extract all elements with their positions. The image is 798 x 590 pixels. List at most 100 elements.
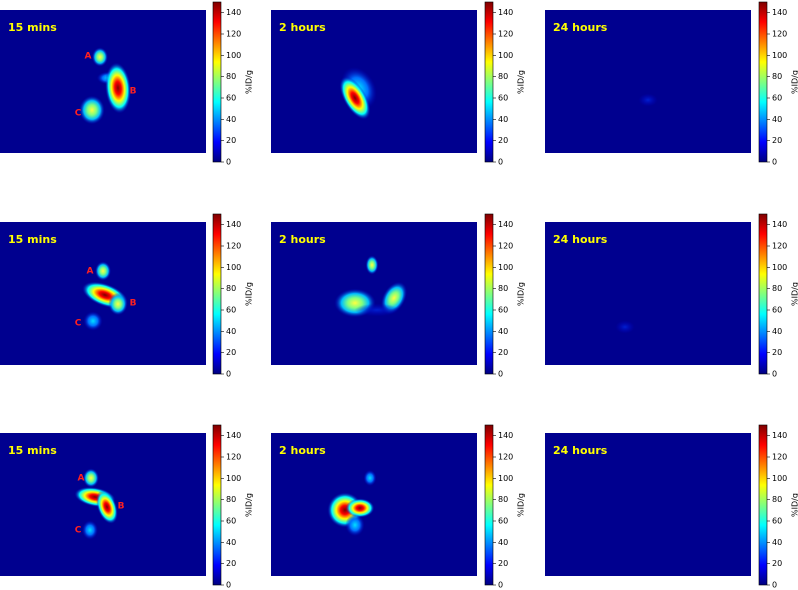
colorbar-tick-label: 80: [772, 495, 782, 504]
colorbar-tick-label: 0: [498, 370, 503, 379]
image-content: [339, 67, 377, 120]
colorbar-tick-label: 60: [226, 306, 236, 315]
colorbar-tick-label: 60: [226, 94, 236, 103]
colorbar-tick-label: 120: [772, 453, 787, 462]
colorbar-tick-label: 20: [498, 136, 508, 145]
colorbar-tick-label: 80: [226, 284, 236, 293]
colorbar-tick-label: 40: [772, 115, 782, 124]
colorbar-tick-label: 60: [498, 94, 508, 103]
panel: 15 mins A B C 0 20 40 60 80 100 120 140 %ID/g: [0, 424, 254, 590]
image-content: [638, 93, 658, 107]
colorbar-tick-label: 80: [772, 284, 782, 293]
colorbar-label: %ID/g: [517, 493, 526, 517]
colorbar: [758, 1, 768, 163]
panel: 2 hours 0 20 40 60 80 100 120 140 %ID/g: [271, 1, 526, 167]
colorbar-tick-label: 20: [772, 348, 782, 357]
uptake-spot: [83, 468, 99, 488]
time-label: 2 hours: [279, 233, 326, 246]
colorbar-tick-label: 20: [498, 559, 508, 568]
colorbar-tick-label: 120: [498, 242, 513, 251]
panel: 2 hours 0 20 40 60 80 100 120 140 %ID/g: [271, 213, 526, 379]
time-label: 24 hours: [553, 444, 608, 457]
image-content: [79, 47, 131, 125]
colorbar-tick-label: 60: [772, 306, 782, 315]
region-marker: C: [75, 526, 82, 536]
colorbar-label: %ID/g: [245, 70, 254, 94]
colorbar-tick-label: 80: [226, 495, 236, 504]
colorbar: [212, 213, 222, 375]
colorbar-tick-label: 100: [498, 51, 513, 60]
colorbar-tick-label: 20: [226, 559, 236, 568]
panel: 15 mins A B C 0 20 40 60 80 100 120 140 %ID/g: [0, 213, 254, 379]
time-label: 15 mins: [8, 21, 57, 34]
time-label: 2 hours: [279, 21, 326, 34]
uptake-spot: [105, 62, 131, 114]
image-content: [74, 468, 118, 540]
colorbar-tick-label: 60: [772, 517, 782, 526]
colorbar-tick-label: 60: [498, 517, 508, 526]
image-content: [615, 320, 635, 334]
colorbar: [484, 1, 494, 163]
region-marker: C: [75, 319, 82, 329]
colorbar-tick-label: 40: [226, 115, 236, 124]
panel: 24 hours 0 20 40 60 80 100 120 140 %ID/g: [545, 424, 798, 590]
colorbar-tick-label: 140: [772, 8, 787, 17]
panel: 24 hours 0 20 40 60 80 100 120 140 %ID/g: [545, 213, 798, 379]
colorbar-tick-label: 100: [498, 474, 513, 483]
uptake-spot: [354, 303, 400, 317]
colorbar-tick-label: 60: [498, 306, 508, 315]
time-label: 2 hours: [279, 444, 326, 457]
colorbar-tick-label: 120: [498, 30, 513, 39]
region-marker: C: [75, 109, 82, 119]
colorbar-tick-label: 40: [498, 538, 508, 547]
time-label: 15 mins: [8, 444, 57, 457]
uptake-spot: [95, 261, 111, 281]
colorbar-tick-label: 80: [498, 284, 508, 293]
colorbar-tick-label: 40: [498, 115, 508, 124]
region-marker: B: [130, 87, 137, 97]
colorbar-tick-label: 100: [498, 263, 513, 272]
region-marker: A: [85, 52, 92, 62]
colorbar-tick-label: 0: [498, 158, 503, 167]
region-marker: A: [87, 267, 94, 277]
colorbar-tick-label: 120: [498, 453, 513, 462]
colorbar-label: %ID/g: [791, 282, 798, 306]
colorbar-label: %ID/g: [791, 70, 798, 94]
colorbar-tick-label: 20: [226, 348, 236, 357]
uptake-spot: [96, 490, 118, 524]
colorbar-tick-label: 120: [226, 30, 241, 39]
colorbar-label: %ID/g: [517, 282, 526, 306]
image-content: [334, 255, 408, 318]
colorbar-tick-label: 0: [226, 158, 231, 167]
region-marker: B: [118, 502, 125, 512]
region-marker: B: [130, 299, 137, 309]
colorbar-tick-label: 40: [772, 327, 782, 336]
colorbar-label: %ID/g: [245, 493, 254, 517]
colorbar-tick-label: 40: [772, 538, 782, 547]
image-background: [271, 433, 477, 576]
region-marker: A: [78, 474, 85, 484]
colorbar-tick-label: 80: [226, 72, 236, 81]
colorbar-tick-label: 140: [226, 431, 241, 440]
colorbar: [758, 424, 768, 586]
colorbar-tick-label: 60: [226, 517, 236, 526]
colorbar-tick-label: 120: [226, 242, 241, 251]
colorbar-tick-label: 20: [226, 136, 236, 145]
colorbar-tick-label: 120: [226, 453, 241, 462]
uptake-spot: [108, 292, 128, 316]
uptake-spot: [638, 93, 658, 107]
time-label: 15 mins: [8, 233, 57, 246]
colorbar-tick-label: 0: [226, 370, 231, 379]
uptake-spot: [615, 320, 635, 334]
time-label: 24 hours: [553, 21, 608, 34]
image-background: [545, 10, 751, 153]
panel: 24 hours 0 20 40 60 80 100 120 140 %ID/g: [545, 1, 798, 167]
colorbar-tick-label: 20: [498, 348, 508, 357]
image-background: [271, 10, 477, 153]
uptake-spot: [363, 470, 377, 486]
image-content: [82, 261, 128, 331]
colorbar-label: %ID/g: [245, 282, 254, 306]
colorbar-tick-label: 100: [772, 263, 787, 272]
uptake-spot: [345, 513, 365, 537]
